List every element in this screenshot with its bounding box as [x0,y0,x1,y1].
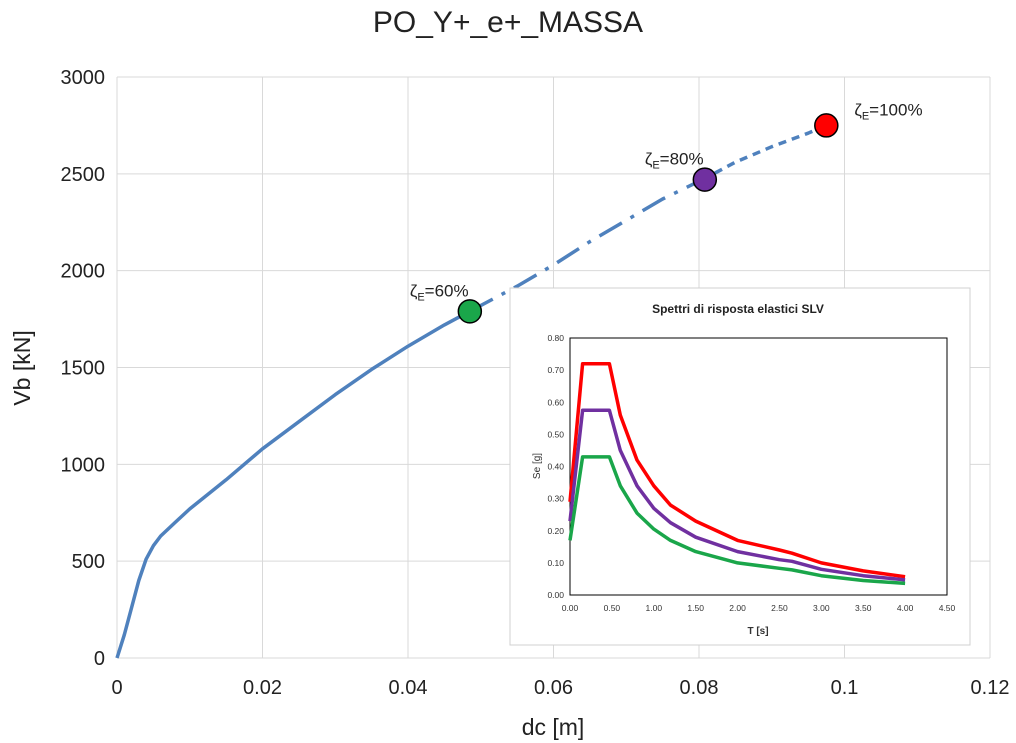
y-tick-label: 500 [72,551,105,573]
inset-x-tick-label: 1.50 [687,603,704,613]
y-tick-label: 1000 [61,454,106,476]
damping-label-3: ζE=100% [854,100,922,122]
x-tick-label: 0.06 [534,677,573,699]
x-tick-label: 0.12 [971,677,1010,699]
spectrum-curve-2 [568,408,906,582]
inset-chart: Spettri di risposta elastici SLV T [s] S… [509,287,971,646]
y-tick-label: 3000 [61,67,106,89]
main-tick-labels: 0 500 1000 1500 2000 2500 3000 0 0.02 0.04 0.06 0.0… [61,67,1010,699]
inset-plot-area [569,337,948,596]
x-tick-label: 0.04 [389,677,428,699]
damping-marker-2 [692,167,718,192]
x-tick-label: 0 [111,677,122,699]
inset-title: Spettri di risposta elastici SLV [652,302,824,316]
capacity-curve-segment-2 [468,178,704,313]
main-series-group [115,123,827,659]
inset-y-tick-label: 0.10 [547,558,564,568]
y-tick-label: 2000 [61,261,106,283]
inset-y-tick-label: 0.80 [547,333,564,343]
inset-y-tick-label: 0.40 [547,462,564,472]
inset-y-tick-label: 0.70 [547,365,564,375]
inset-x-tick-label: 2.00 [729,603,746,613]
inset-x-tick-label: 1.00 [646,603,663,613]
inset-x-tick-label: 2.50 [771,603,788,613]
y-axis-title: Vb [kN] [9,330,35,405]
chart-title: PO_Y+_e+_MASSA [373,6,643,39]
capacity-curve-segment-1 [115,309,471,659]
inset-tick-labels: 0.00 0.10 0.20 0.30 0.40 0.50 0.60 0.70 0.80 0.00… [547,333,955,613]
inset-x-tick-label: 4.50 [939,603,956,613]
spectrum-curve-1 [568,361,906,579]
inset-y-tick-label: 0.50 [547,429,564,439]
inset-y-tick-label: 0.20 [547,526,564,536]
x-axis-title: dc [m] [522,714,585,740]
inset-series-group [568,361,906,586]
inset-x-tick-label: 0.50 [604,603,621,613]
main-markers-group: ζE=60% ζE=80% ζE=100% [410,100,923,324]
inset-frame [509,287,971,646]
inset-x-tick-label: 4.00 [897,603,914,613]
inset-x-tick-label: 0.00 [562,603,579,613]
inset-y-tick-label: 0.30 [547,494,564,504]
x-tick-label: 0.08 [680,677,719,699]
y-tick-label: 0 [94,648,105,670]
inset-x-tick-label: 3.50 [855,603,872,613]
damping-label-2: ζE=80% [645,150,704,172]
capacity-curve-segment-3 [701,123,827,182]
y-tick-label: 2500 [61,164,106,186]
damping-marker-3 [814,113,839,138]
x-tick-label: 0.1 [831,677,859,699]
y-tick-label: 1500 [61,358,106,380]
damping-marker-1 [457,299,483,324]
inset-x-tick-label: 3.00 [813,603,830,613]
inset-y-tick-label: 0.00 [547,590,564,600]
spectrum-curve-3 [568,455,906,586]
inset-x-axis-title: T [s] [747,626,768,637]
inset-y-tick-label: 0.60 [547,397,564,407]
x-tick-label: 0.02 [243,677,282,699]
inset-y-axis-title: Se [g] [532,453,543,479]
damping-label-1: ζE=60% [410,281,469,303]
